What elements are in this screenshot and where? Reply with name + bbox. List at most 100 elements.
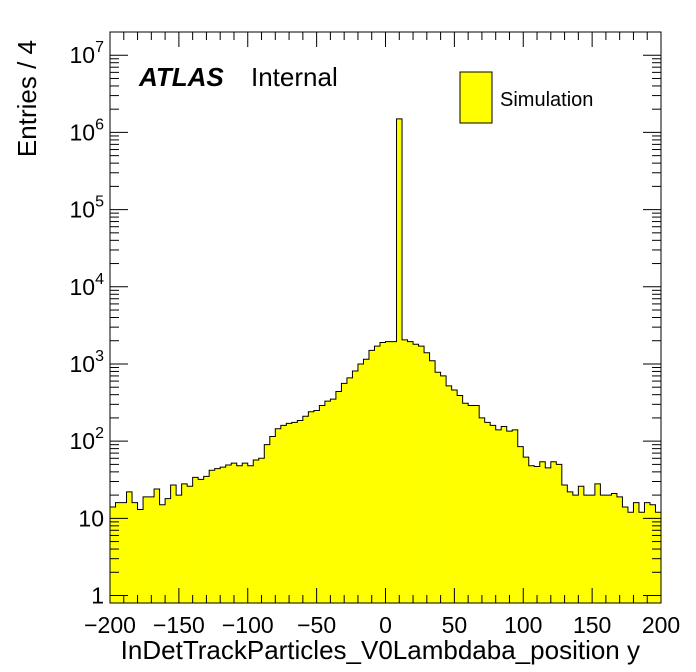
histogram-bar [589, 495, 596, 603]
histogram-bar [495, 429, 502, 603]
histogram-bar [440, 375, 447, 603]
histogram-bar [352, 371, 359, 603]
histogram-bar [231, 463, 238, 603]
histogram-bar [600, 495, 607, 603]
histogram-bar [578, 486, 585, 603]
histogram-bar [391, 341, 397, 603]
histogram-bar [374, 346, 381, 603]
histogram-bar [126, 491, 133, 603]
histogram-bar [556, 464, 563, 603]
x-tick-label: −200 [84, 612, 136, 638]
internal-label: Internal [251, 62, 338, 92]
legend: Simulation [459, 71, 593, 124]
histogram-bar [506, 431, 513, 603]
histogram-bar [324, 401, 331, 603]
histogram-bar [236, 465, 243, 603]
histogram-bar [550, 461, 557, 603]
x-tick-label: −50 [297, 612, 336, 638]
histogram-outline [110, 118, 661, 513]
histogram-bar [429, 360, 436, 603]
y-tick-label: 106 [70, 116, 105, 145]
histogram-bar [291, 422, 298, 603]
histogram-bar [567, 491, 574, 603]
histogram-bar [468, 405, 474, 603]
histogram-bar [649, 504, 656, 603]
histogram-bar [330, 399, 337, 603]
y-tick-label: 1 [91, 583, 104, 609]
histogram-bar [181, 483, 188, 603]
histogram-bar [297, 420, 304, 603]
histogram-bar [633, 502, 640, 603]
y-tick-label: 10 [78, 505, 104, 531]
histogram-bar [214, 468, 221, 603]
histogram-bar [159, 504, 166, 603]
histogram-bar [644, 502, 651, 603]
histogram-bar [512, 429, 519, 603]
histogram-bar [583, 495, 590, 603]
histogram-bar [225, 465, 232, 603]
histogram-bar [280, 425, 287, 603]
histogram-bar [638, 512, 645, 603]
histogram-bar [170, 485, 177, 603]
histogram-bar [313, 410, 320, 603]
x-axis-title: InDetTrackParticles_V0Lambdaba_position … [121, 635, 640, 665]
histogram-bar [611, 493, 618, 603]
y-tick-label: 105 [70, 194, 105, 223]
histogram-bar [368, 350, 375, 603]
atlas-label: ATLAS [138, 62, 224, 92]
histogram-bar [192, 477, 199, 603]
histogram-bar [308, 411, 315, 603]
histogram-bar [457, 395, 463, 603]
histogram-bar [572, 495, 579, 603]
x-tick-label: −100 [222, 612, 274, 638]
histogram-bar [616, 496, 623, 603]
histogram-bar [473, 405, 480, 603]
histogram-bar [148, 496, 155, 603]
histogram-bar [346, 377, 353, 603]
histogram-bar [605, 495, 612, 603]
histogram-bar [242, 463, 249, 603]
histogram-bar [501, 426, 508, 603]
histogram-bar [363, 359, 370, 603]
y-axis-title: Entries / 4 [12, 40, 42, 157]
x-tick-label: −150 [153, 612, 205, 638]
histogram-bar [545, 467, 552, 603]
x-tick-label: 0 [379, 612, 392, 638]
y-tick-label: 103 [70, 348, 105, 377]
histogram-bar [627, 512, 634, 603]
histogram-bar [435, 372, 441, 603]
histogram-bar [319, 405, 326, 603]
legend-entry-simulation: Simulation [500, 89, 593, 111]
histogram-bar [379, 342, 386, 603]
histogram-bar [418, 346, 425, 603]
histogram-bar [132, 502, 138, 603]
histogram-bar [115, 502, 122, 603]
histogram-bar [528, 465, 535, 603]
histogram-bar [165, 498, 171, 603]
histogram-bar [413, 344, 419, 603]
histogram-bars [110, 118, 662, 603]
histogram-bar [462, 403, 469, 603]
histogram-bar [396, 118, 403, 603]
histogram-bar [534, 466, 541, 603]
histogram-bar [121, 502, 127, 603]
x-tick-label: 100 [504, 612, 542, 638]
histogram-bar [269, 436, 276, 603]
x-tick-label: 150 [573, 612, 611, 638]
histogram-bar [622, 507, 629, 603]
legend-swatch [459, 71, 493, 124]
histogram-bar [209, 470, 215, 603]
histogram-bar [335, 391, 342, 603]
histogram-bar [137, 509, 144, 603]
histogram-bar [198, 479, 204, 603]
histogram-bar [258, 458, 265, 603]
x-tick-label: 50 [442, 612, 468, 638]
histogram-bar [523, 457, 530, 603]
x-axis-ticks: −200 −150 −100 −50 0 50 100 150 200 [84, 32, 680, 638]
histogram-bar [402, 339, 408, 603]
histogram-bar [154, 488, 160, 603]
histogram-bar [203, 476, 210, 603]
histogram-bar [253, 460, 260, 603]
histogram-bar [407, 341, 414, 603]
histogram-bar [479, 417, 485, 603]
